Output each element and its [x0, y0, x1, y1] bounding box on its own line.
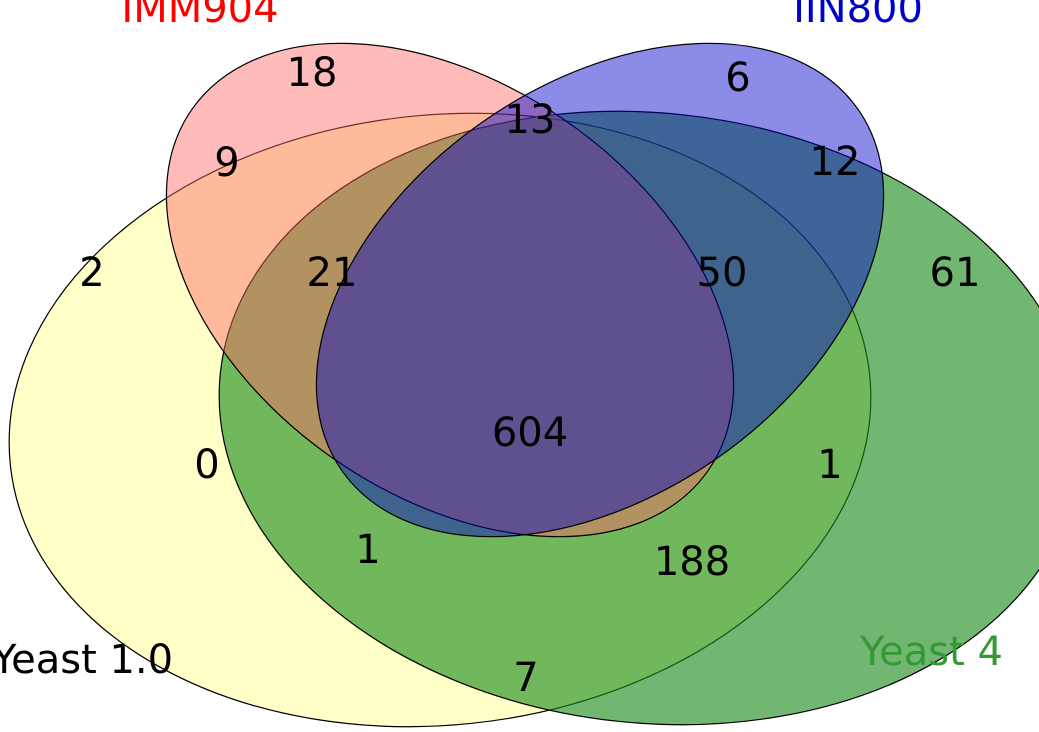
count-imm904-yeast4: 1: [817, 442, 842, 488]
count-imm904-iin800: 13: [505, 97, 556, 143]
count-yeast10-imm904-iin800: 21: [307, 250, 358, 296]
count-imm904-iin800-yeast4: 50: [697, 250, 748, 296]
set-label-yeast10: Yeast 1.0: [0, 637, 173, 683]
set-ellipse-yeast4: [218, 110, 1039, 726]
count-yeast10-imm904-yeast4: 188: [654, 539, 730, 585]
count-imm904-only: 18: [287, 50, 338, 96]
set-ellipse-imm904: [165, 42, 735, 538]
count-iin800-yeast4: 12: [810, 139, 861, 185]
set-label-yeast4: Yeast 4: [859, 629, 1003, 675]
count-yeast10-iin800: 0: [194, 442, 219, 488]
count-all-four: 604: [492, 410, 568, 456]
count-yeast10-only: 2: [79, 250, 104, 296]
set-ellipse-iin800: [315, 42, 885, 538]
set-label-iin800: IIN800: [793, 0, 923, 32]
count-iin800-only: 6: [725, 55, 750, 101]
count-yeast10-imm904: 9: [214, 140, 239, 186]
count-yeast10-yeast4: 7: [513, 655, 538, 701]
count-yeast4-only: 61: [930, 250, 981, 296]
count-yeast10-iin800-yeast4: 1: [355, 527, 380, 573]
set-label-imm904: IMM904: [121, 0, 278, 32]
